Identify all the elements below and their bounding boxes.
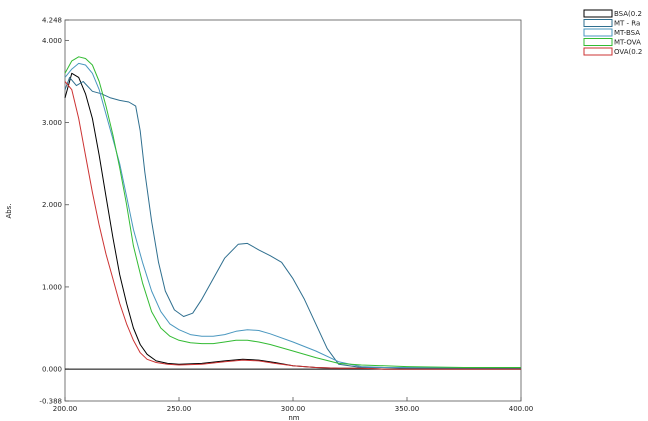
x-tick-label: 300.00: [281, 405, 306, 413]
legend-label: MT-OVA: [614, 39, 641, 47]
y-tick-label: 4.248: [42, 17, 62, 25]
x-axis-ticks: 200.00 250.00 300.00 350.00 400.00: [53, 397, 534, 413]
plot-frame: [64, 19, 522, 402]
y-tick-label: -0.388: [39, 398, 62, 406]
series-line-3: [64, 56, 521, 368]
legend-swatch: [583, 47, 613, 56]
series-line-2: [64, 62, 521, 368]
legend-swatch: [583, 9, 613, 18]
plot-border: [64, 19, 522, 402]
series-line-4: [64, 81, 521, 370]
legend-swatch: [583, 38, 613, 46]
legend-swatch: [583, 28, 613, 37]
y-axis-ticks: 4.248 4.000 3.000 2.000 1.000 0.000 -0.388: [39, 17, 69, 406]
legend-label: MT - Ra: [614, 20, 640, 28]
y-tick-label: 3.000: [42, 119, 62, 127]
series-line-0: [64, 72, 521, 370]
y-tick-label: 0.000: [42, 366, 62, 374]
legend-label: OVA(0.2: [614, 48, 642, 56]
y-axis-title: Abs.: [5, 203, 13, 218]
series-layer: [64, 56, 521, 370]
y-tick-label: 4.000: [42, 37, 62, 45]
y-tick-label: 1.000: [42, 283, 62, 291]
series-line-1: [64, 76, 521, 369]
y-tick-label: 2.000: [42, 201, 62, 209]
x-tick-label: 200.00: [53, 405, 78, 413]
legend-swatch: [583, 19, 613, 27]
x-tick-label: 400.00: [509, 405, 534, 413]
legend-label: MT-BSA: [614, 29, 640, 37]
legend-label: BSA(0.2: [614, 10, 642, 18]
x-axis-title: nm: [288, 414, 299, 421]
x-tick-label: 350.00: [395, 405, 420, 413]
x-tick-label: 250.00: [167, 405, 192, 413]
